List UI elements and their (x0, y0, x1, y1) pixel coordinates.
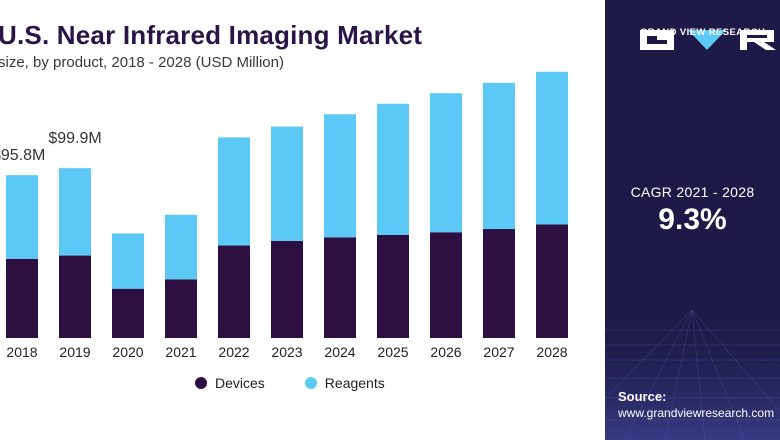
x-tick-label-2024: 2024 (324, 344, 355, 360)
x-tick-label-2022: 2022 (218, 344, 249, 360)
bar-devices-2021 (165, 279, 197, 338)
bar-reagents-2018 (6, 175, 38, 259)
x-tick-label-2021: 2021 (165, 344, 196, 360)
bar-reagents-2020 (112, 233, 144, 289)
bar-devices-2020 (112, 288, 144, 338)
chart-title: U.S. Near Infrared Imaging Market (0, 20, 423, 50)
bar-devices-2027 (483, 229, 515, 338)
bar-reagents-2024 (324, 114, 356, 238)
gvr-logo (640, 28, 780, 57)
sidebar-panel: GRAND VIEW RESEARCH CAGR 2021 - 2028 9.3… (605, 0, 780, 440)
legend-item-devices: Devices (195, 375, 265, 391)
bar-devices-2019 (59, 255, 91, 338)
bar-chart: 2018 2019 2020 2021 2022 2023 2024 2025 2026 2027… (0, 71, 568, 360)
x-tick-label-2018: 2018 (6, 344, 37, 360)
cagr-label: CAGR 2021 - 2028 (630, 184, 755, 200)
bar-devices-2022 (218, 245, 250, 338)
bar-reagents-2028 (536, 71, 568, 225)
x-tick-label-2026: 2026 (430, 344, 461, 360)
chart-legend: Devices Reagents (195, 375, 425, 391)
bar-reagents-2022 (218, 137, 250, 246)
bar-reagents-2019 (59, 168, 91, 256)
bar-reagents-2021 (165, 214, 197, 280)
data-label-2018: $95.8M (0, 147, 45, 164)
source-url[interactable]: www.grandviewresearch.com (618, 406, 775, 420)
bar-reagents-2025 (377, 103, 409, 235)
bar-devices-2025 (377, 234, 409, 338)
x-tick-label-2020: 2020 (112, 344, 143, 360)
bar-devices-2024 (324, 237, 356, 338)
bar-reagents-2026 (430, 93, 462, 233)
source-label: Source: (618, 389, 667, 404)
legend-swatch-devices (195, 377, 207, 389)
data-label-2019: $99.9M (48, 130, 101, 147)
sidebar-decoration (605, 300, 780, 440)
x-tick-label-2028: 2028 (536, 344, 567, 360)
bar-devices-2026 (430, 232, 462, 338)
x-tick-label-2025: 2025 (377, 344, 408, 360)
legend-item-reagents: Reagents (304, 375, 385, 391)
bar-reagents-2023 (271, 126, 303, 241)
legend-swatch-reagents (304, 377, 317, 389)
legend-label-reagents: Reagents (324, 375, 385, 391)
gvr-logo-icon (640, 30, 776, 50)
x-tick-label-2023: 2023 (271, 344, 302, 360)
cagr-value: 9.3% (658, 203, 727, 236)
bar-devices-2018 (6, 258, 38, 338)
bar-devices-2028 (536, 224, 568, 338)
chart-subtitle: size, by product, 2018 - 2028 (USD Milli… (0, 54, 284, 71)
x-tick-label-2027: 2027 (483, 344, 514, 360)
bar-reagents-2027 (483, 82, 515, 230)
gvr-logo-text: GRAND VIEW RESEARCH (640, 27, 766, 38)
legend-label-devices: Devices (215, 375, 265, 391)
bar-devices-2023 (271, 240, 303, 338)
x-tick-label-2019: 2019 (59, 344, 90, 360)
